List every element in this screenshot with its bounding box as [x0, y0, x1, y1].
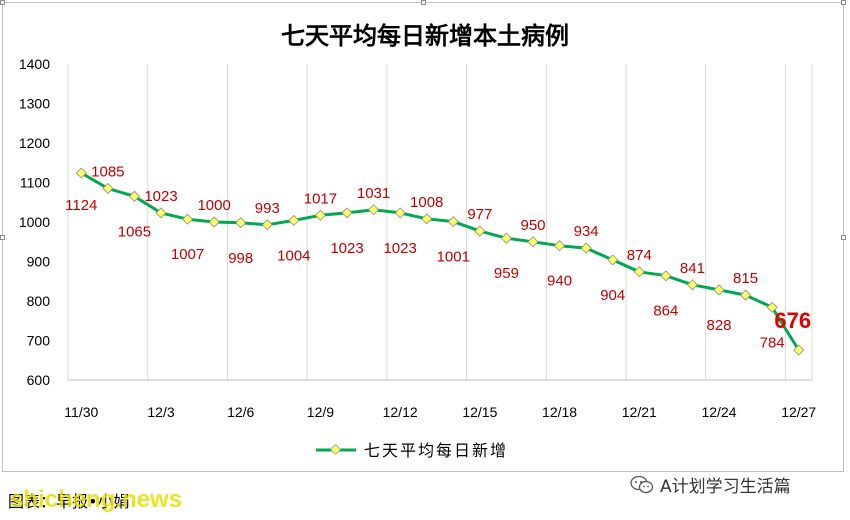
- resize-handle-right[interactable]: [841, 235, 846, 240]
- data-label: 1023: [383, 240, 416, 257]
- data-point-marker: [368, 204, 380, 216]
- resize-handle-top[interactable]: [421, 0, 426, 5]
- x-axis-ticks: 11/30 12/3 12/6 12/9 12/12 12/15 12/18 12/21 12/…: [64, 404, 816, 420]
- data-point-marker: [235, 217, 247, 229]
- data-point-marker: [341, 207, 353, 219]
- x-tick-label: 12/15: [462, 404, 497, 420]
- data-point-marker: [155, 207, 167, 219]
- data-label: 904: [600, 287, 625, 304]
- data-label: 993: [255, 200, 280, 217]
- data-point-marker: [75, 167, 87, 179]
- series-polyline: [80, 171, 800, 351]
- legend: 七天平均每日新增: [316, 441, 508, 460]
- x-tick-label: 12/21: [622, 404, 657, 420]
- x-tick-label: 12/24: [701, 404, 736, 420]
- y-tick-label: 1000: [19, 214, 50, 230]
- data-point-marker: [314, 209, 326, 221]
- y-tick-label: 800: [27, 293, 51, 309]
- y-axis-ticks: 600 700 800 900 1000 1100 1200 1300 1400: [19, 56, 50, 388]
- data-label: 1001: [437, 249, 470, 266]
- wechat-icon: [630, 475, 654, 493]
- data-point-marker: [261, 219, 273, 231]
- y-tick-label: 600: [27, 372, 51, 388]
- data-label: 998: [228, 250, 253, 267]
- y-tick-label: 1200: [19, 135, 50, 151]
- data-label: 1023: [330, 240, 363, 257]
- data-point-marker: [686, 279, 698, 291]
- data-label: 874: [627, 247, 652, 264]
- data-point-marker: [102, 182, 114, 194]
- legend-marker: [329, 443, 342, 456]
- data-point-marker: [128, 190, 140, 202]
- x-tick-label: 12/9: [307, 404, 334, 420]
- data-point-marker: [182, 213, 194, 225]
- data-point-marker: [500, 232, 512, 244]
- data-point-marker: [394, 207, 406, 219]
- data-label: 864: [653, 303, 678, 320]
- chart-frame: [0, 0, 846, 472]
- data-label: 676: [774, 308, 811, 333]
- resize-handle-top-right[interactable]: [841, 0, 846, 5]
- series-line: [75, 167, 805, 356]
- data-label: 950: [520, 217, 545, 234]
- data-label: 1085: [91, 163, 124, 180]
- data-point-marker: [580, 242, 592, 254]
- data-label: 977: [467, 206, 492, 223]
- data-label: 1000: [197, 197, 230, 214]
- data-label: 1004: [277, 247, 310, 264]
- data-label: 1007: [171, 246, 204, 263]
- data-label: 1031: [357, 185, 390, 202]
- legend-label: 七天平均每日新增: [364, 441, 508, 460]
- data-point-marker: [633, 266, 645, 278]
- y-tick-label: 1300: [19, 96, 50, 112]
- y-tick-label: 700: [27, 333, 51, 349]
- data-point-marker: [208, 216, 220, 228]
- data-label: 959: [494, 265, 519, 282]
- data-point-marker: [421, 213, 433, 225]
- resize-handle-left[interactable]: [0, 235, 5, 240]
- data-point-marker: [766, 301, 778, 313]
- data-point-marker: [660, 270, 672, 282]
- data-label: 784: [760, 334, 785, 351]
- data-label: 934: [574, 223, 599, 240]
- x-tick-label: 12/27: [781, 404, 816, 420]
- data-point-marker: [447, 216, 459, 228]
- data-label: 815: [733, 270, 758, 287]
- x-tick-label: 12/18: [542, 404, 577, 420]
- data-point-marker: [740, 289, 752, 301]
- data-point-marker: [288, 214, 300, 226]
- account-badge: A计划学习生活篇: [630, 472, 791, 497]
- chart-title: 七天平均每日新增本土病例: [281, 22, 569, 50]
- data-label: 940: [547, 273, 572, 290]
- y-tick-label: 900: [27, 254, 51, 270]
- data-label: 1124: [65, 197, 97, 214]
- x-tick-label: 12/12: [383, 404, 418, 420]
- chart-svg: 七天平均每日新增本土病例 600 700 800 900 1000 1100 1200 130…: [19, 22, 817, 460]
- resize-handle-top-left[interactable]: [0, 0, 5, 5]
- data-point-marker: [527, 236, 539, 248]
- data-label: 1008: [410, 194, 443, 211]
- data-labels: 1124 1085 1065 1023 1007 1000 998 993 1004 1017 10…: [65, 163, 811, 351]
- data-label: 1017: [304, 190, 337, 207]
- x-tick-label: 11/30: [64, 404, 98, 420]
- data-label: 1023: [144, 188, 177, 205]
- data-label: 828: [706, 317, 731, 334]
- data-point-marker: [607, 254, 619, 266]
- data-point-marker: [474, 225, 486, 237]
- data-point-marker: [713, 284, 725, 296]
- source-caption: 图表：早报•小娟: [8, 492, 130, 511]
- y-tick-label: 1400: [19, 56, 50, 72]
- x-tick-label: 12/6: [227, 404, 254, 420]
- watermark-text: shicheng.news: [10, 486, 183, 513]
- account-name: A计划学习生活篇: [660, 477, 791, 497]
- data-point-marker: [793, 344, 805, 356]
- data-label: 841: [680, 260, 705, 277]
- x-tick-label: 12/3: [147, 404, 174, 420]
- data-point-marker: [554, 240, 566, 252]
- data-label: 1065: [118, 223, 151, 240]
- grid: [67, 64, 813, 381]
- y-tick-label: 1100: [20, 175, 50, 191]
